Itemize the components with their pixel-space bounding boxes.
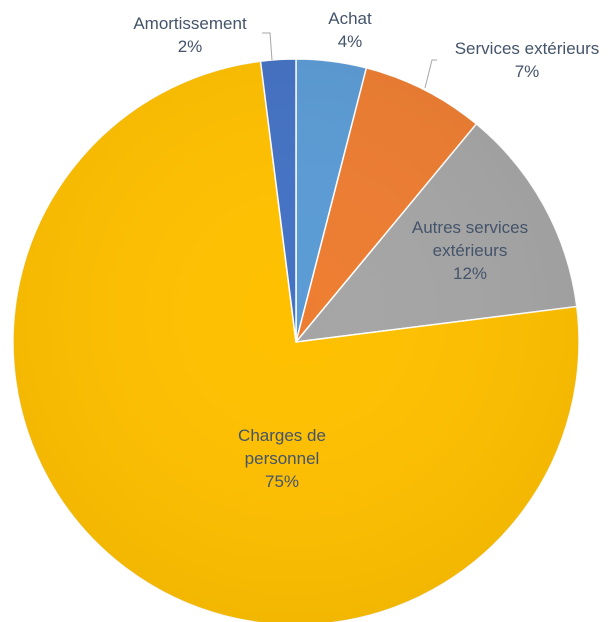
leader-line-services-exterieurs (424, 59, 437, 89)
data-label-services-exterieurs: Services extérieurs 7% (455, 39, 600, 81)
leader-line-amortissement (262, 32, 273, 61)
slices-group (12, 58, 580, 622)
data-label-autres-services-exterieurs: Autres services extérieurs 12% (412, 218, 528, 283)
data-label-amortissement: Amortissement 2% (133, 14, 247, 56)
data-label-achat: Achat 4% (328, 9, 372, 51)
labels-group: Achat 4% Services extérieurs 7% Autres servi… (133, 9, 599, 491)
data-label-charges-de-personnel: Charges de personnel 75% (238, 426, 326, 491)
leader-lines-group (262, 32, 437, 89)
